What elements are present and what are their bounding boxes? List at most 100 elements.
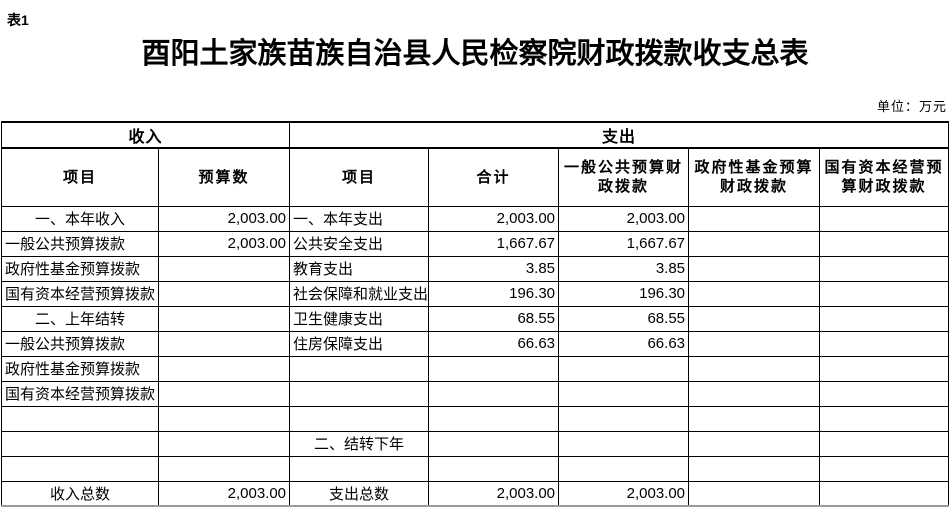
expense-item-cell: 卫生健康支出 [289, 305, 430, 332]
expense-general-budget-cell: 196.30 [558, 280, 690, 307]
income-item-cell: 二、上年结转 [1, 305, 159, 332]
income-budget-cell [157, 305, 291, 332]
expense-gov-fund-cell [688, 405, 821, 432]
table-row: 一般公共预算拨款 住房保障支出 66.63 66.63 [1, 330, 950, 357]
expense-general-budget-cell: 1,667.67 [558, 230, 690, 257]
expense-item-cell: 住房保障支出 [289, 330, 430, 357]
expense-state-capital-cell [819, 480, 950, 507]
income-budget-cell [157, 380, 291, 407]
column-header-row: 项目 预算数 项目 合计 一般公共预算财 政拨款 政府性基金预算 财政拨款 国有… [1, 147, 950, 207]
expense-total-cell: 66.63 [428, 330, 560, 357]
expense-gov-fund-cell [688, 430, 821, 457]
column-header-expense-item: 项目 [289, 147, 430, 207]
expense-general-budget-cell [558, 380, 690, 407]
table-row: 一、本年收入 2,003.00 一、本年支出 2,003.00 2,003.00 [1, 205, 950, 232]
expense-total-cell: 2,003.00 [428, 205, 560, 232]
expense-item-cell: 教育支出 [289, 255, 430, 282]
expense-total-cell: 196.30 [428, 280, 560, 307]
income-item-cell: 政府性基金预算拨款 [1, 355, 159, 382]
expense-total-cell [428, 405, 560, 432]
expense-gov-fund-cell [688, 455, 821, 482]
expense-general-budget-cell [558, 455, 690, 482]
expense-item-cell: 支出总数 [289, 480, 430, 507]
expense-gov-fund-cell [688, 355, 821, 382]
income-budget-cell [157, 405, 291, 432]
expense-total-cell: 3.85 [428, 255, 560, 282]
expense-gov-fund-cell [688, 480, 821, 507]
group-header-row: 收入 支出 [0, 121, 950, 149]
page-tag: 表1 [7, 12, 29, 28]
column-header-general-budget: 一般公共预算财 政拨款 [558, 147, 690, 207]
expense-gov-fund-cell [688, 230, 821, 257]
column-header-expense-total: 合计 [428, 147, 560, 207]
expense-total-cell [428, 355, 560, 382]
expense-state-capital-cell [819, 430, 950, 457]
expense-item-cell [289, 355, 430, 382]
expense-gov-fund-cell [688, 255, 821, 282]
table-row: 国有资本经营预算拨款 [1, 380, 950, 407]
column-header-income-item: 项目 [1, 147, 159, 207]
expense-general-budget-cell [558, 355, 690, 382]
expense-item-cell [289, 405, 430, 432]
table-head: 收入 支出 项目 预算数 项目 合计 一般公共预算财 政拨款 政府性基金预算 财… [0, 121, 950, 207]
expense-item-cell: 公共安全支出 [289, 230, 430, 257]
income-budget-cell [157, 430, 291, 457]
table-row: 二、结转下年 [1, 430, 950, 457]
income-item-cell: 一般公共预算拨款 [1, 330, 159, 357]
expense-item-cell [289, 455, 430, 482]
income-budget-cell: 2,003.00 [157, 480, 291, 507]
income-budget-cell [157, 255, 291, 282]
expense-general-budget-cell: 68.55 [558, 305, 690, 332]
income-item-cell: 国有资本经营预算拨款 [1, 380, 159, 407]
income-budget-cell: 2,003.00 [157, 205, 291, 232]
table-row: 二、上年结转 卫生健康支出 68.55 68.55 [1, 305, 950, 332]
income-budget-cell [157, 455, 291, 482]
expense-state-capital-cell [819, 405, 950, 432]
expense-general-budget-cell [558, 405, 690, 432]
table-row: 政府性基金预算拨款 [1, 355, 950, 382]
expense-gov-fund-cell [688, 205, 821, 232]
expense-state-capital-cell [819, 455, 950, 482]
income-item-cell: 收入总数 [1, 480, 159, 507]
table-row: 国有资本经营预算拨款 社会保障和就业支出 196.30 196.30 [1, 280, 950, 307]
expense-general-budget-cell: 2,003.00 [558, 480, 690, 507]
page-title: 酉阳土家族苗族自治县人民检察院财政拨款收支总表 [141, 38, 809, 70]
group-header-income: 收入 [0, 121, 291, 149]
income-budget-cell: 2,003.00 [157, 230, 291, 257]
income-item-cell: 一般公共预算拨款 [1, 230, 159, 257]
table-body: 一、本年收入 2,003.00 一、本年支出 2,003.00 2,003.00 一般公共… [1, 205, 950, 507]
expense-total-cell: 1,667.67 [428, 230, 560, 257]
table-row: 政府性基金预算拨款 教育支出 3.85 3.85 [1, 255, 950, 282]
income-budget-cell [157, 355, 291, 382]
income-item-cell [1, 430, 159, 457]
income-budget-cell [157, 280, 291, 307]
expense-item-cell: 二、结转下年 [289, 430, 430, 457]
expense-general-budget-cell: 2,003.00 [558, 205, 690, 232]
expense-total-cell [428, 455, 560, 482]
table-row: 收入总数 2,003.00 支出总数 2,003.00 2,003.00 [1, 480, 950, 507]
expense-total-cell: 2,003.00 [428, 480, 560, 507]
expense-general-budget-cell: 3.85 [558, 255, 690, 282]
expense-state-capital-cell [819, 280, 950, 307]
expense-total-cell [428, 380, 560, 407]
expense-gov-fund-cell [688, 330, 821, 357]
expense-state-capital-cell [819, 330, 950, 357]
expense-state-capital-cell [819, 380, 950, 407]
expense-state-capital-cell [819, 305, 950, 332]
table-row [1, 405, 950, 432]
column-header-gov-fund: 政府性基金预算 财政拨款 [688, 147, 821, 207]
expense-gov-fund-cell [688, 380, 821, 407]
expense-state-capital-cell [819, 230, 950, 257]
expense-total-cell [428, 430, 560, 457]
expense-general-budget-cell [558, 430, 690, 457]
expense-state-capital-cell [819, 255, 950, 282]
unit-label: 单位：万元 [876, 99, 947, 114]
expense-gov-fund-cell [688, 305, 821, 332]
budget-table: 收入 支出 项目 预算数 项目 合计 一般公共预算财 政拨款 政府性基金预算 财… [0, 121, 950, 507]
expense-item-cell [289, 380, 430, 407]
income-item-cell [1, 405, 159, 432]
expense-state-capital-cell [819, 205, 950, 232]
income-budget-cell [157, 330, 291, 357]
expense-item-cell: 社会保障和就业支出 [289, 280, 430, 307]
